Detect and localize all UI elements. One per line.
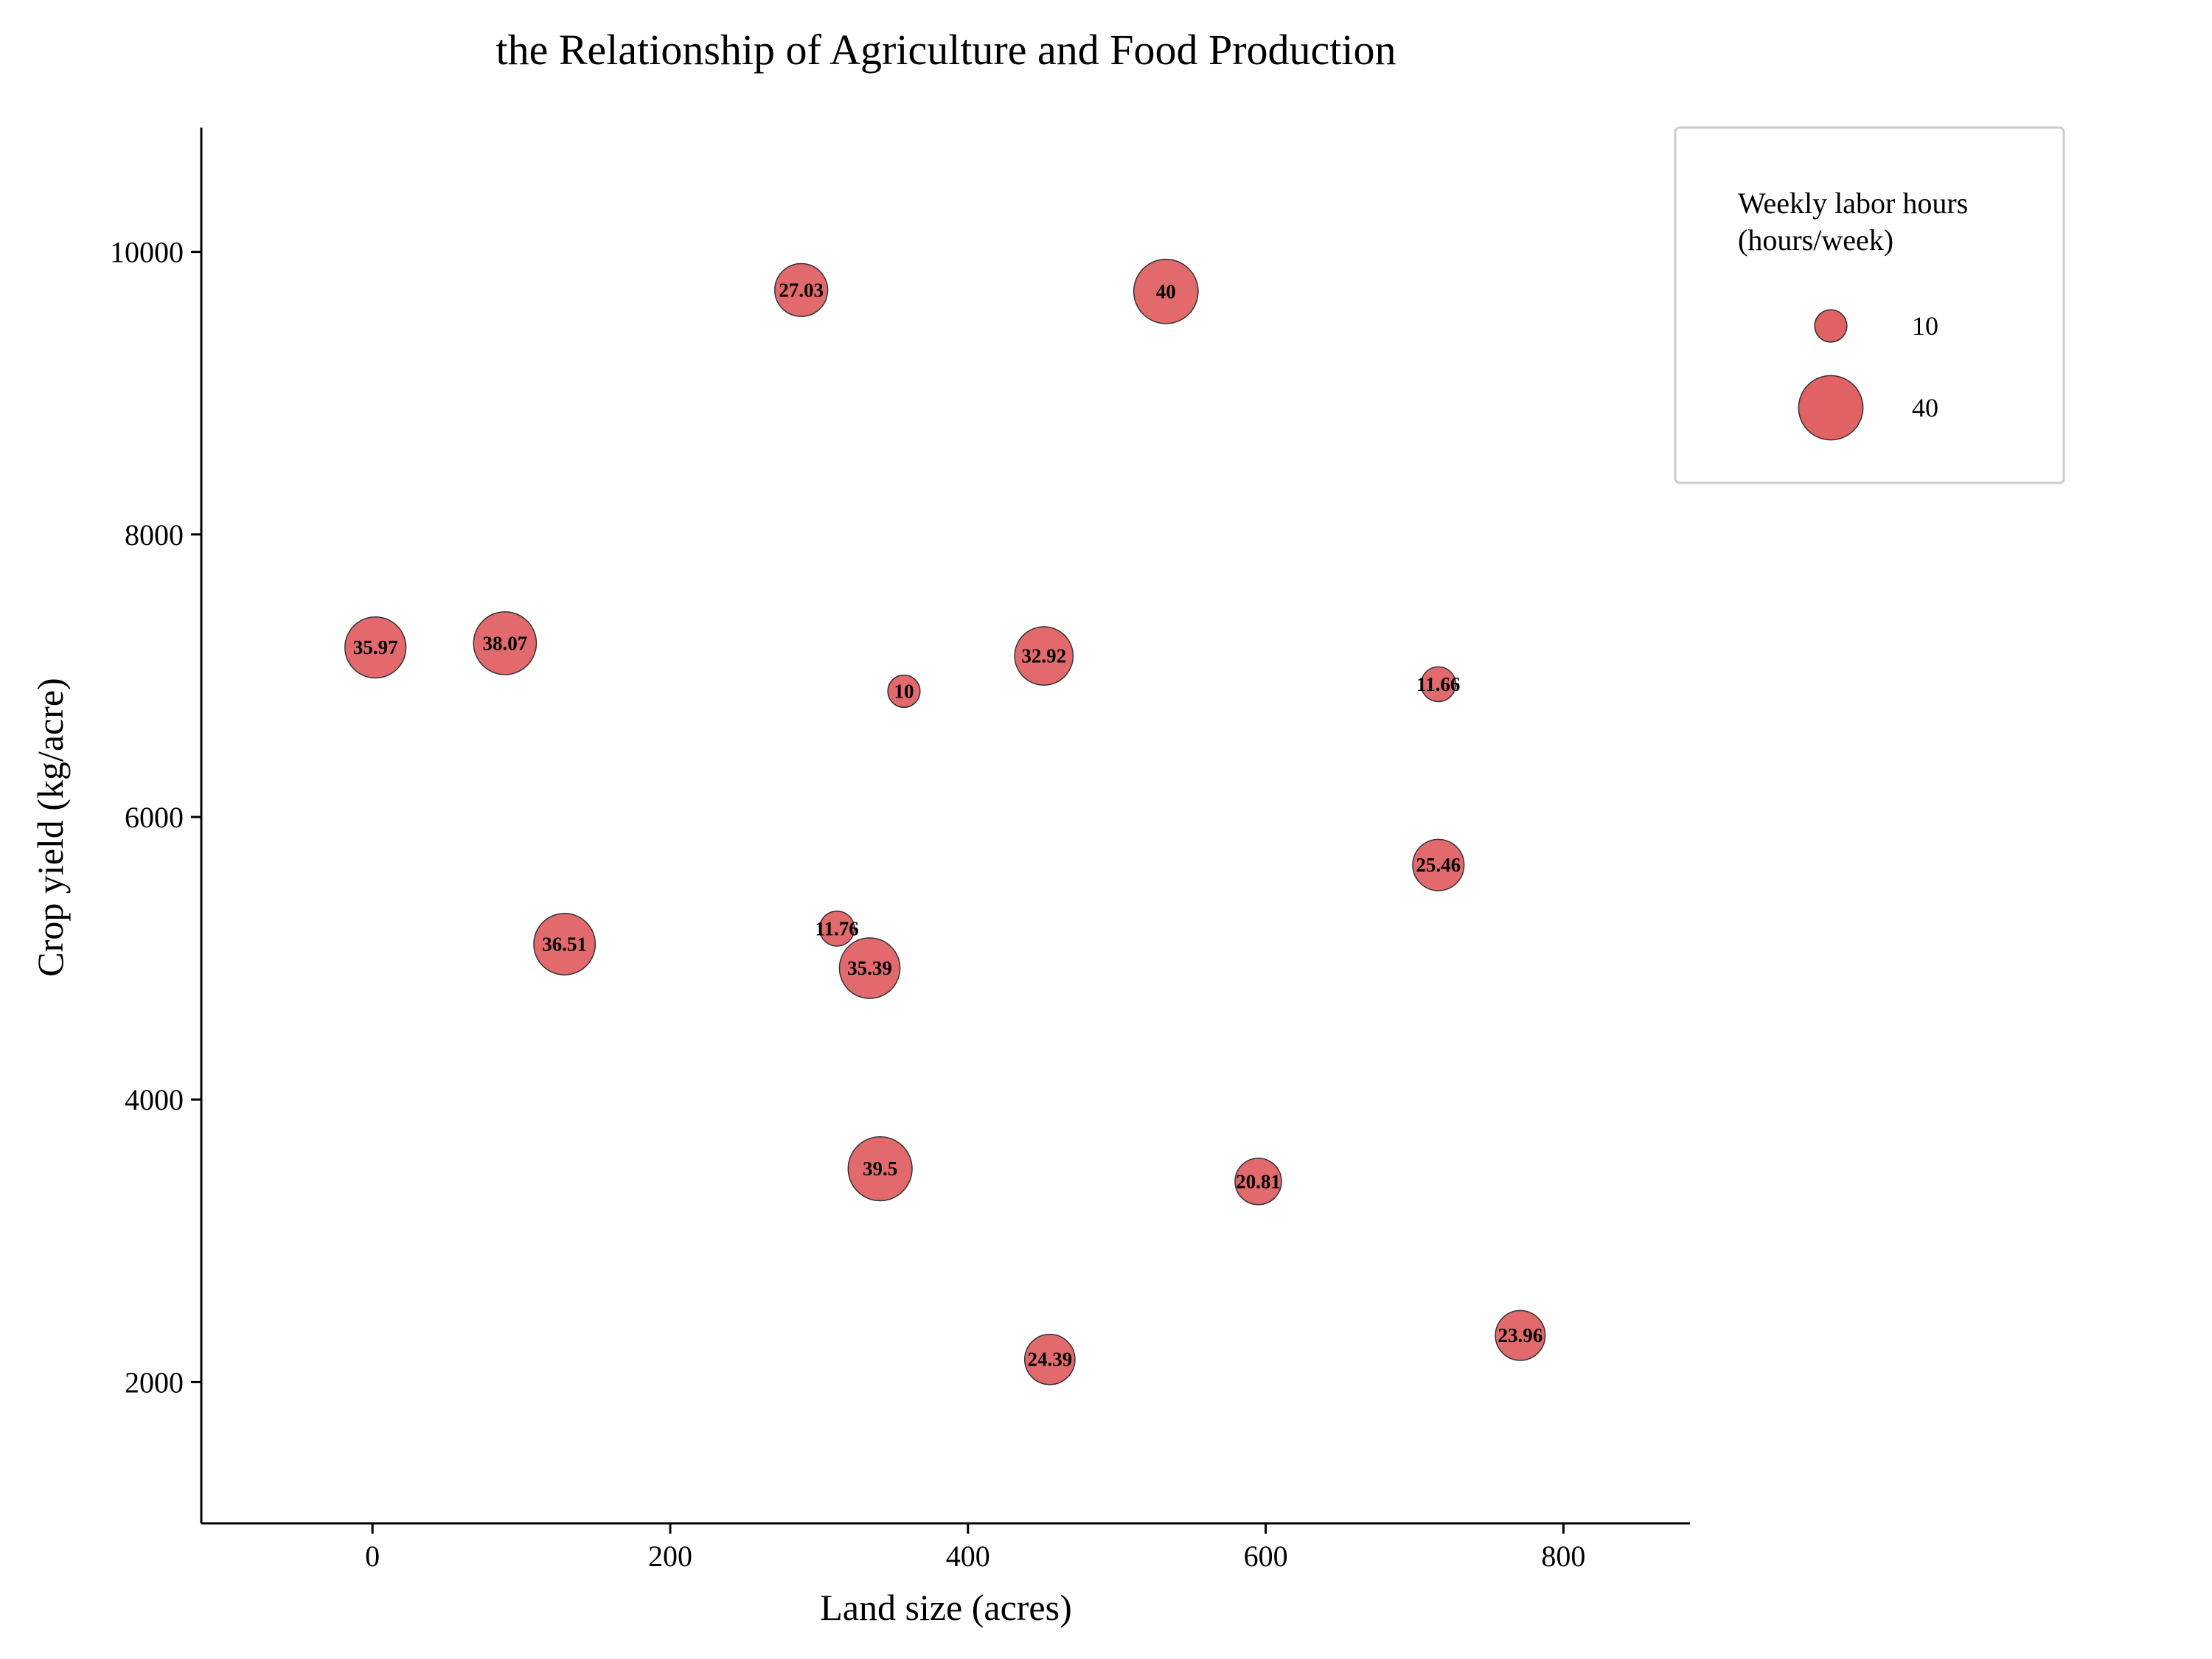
legend-title-line-1: Weekly labor hours [1738,187,1968,220]
bubble-value-label: 35.97 [353,636,398,658]
legend-bubble [1814,309,1848,343]
bubble-value-label: 39.5 [863,1158,897,1180]
bubble-value-label: 11.76 [815,917,858,939]
bubble-value-label: 36.51 [542,933,587,955]
data-bubble [887,674,921,709]
legend-box [1674,126,2065,484]
data-bubble [774,262,829,317]
legend-entry-label: 40 [1912,393,1938,422]
legend-title-line-2: (hours/week) [1738,223,1893,257]
bubble-value-label: 35.39 [847,957,892,979]
legend-entry-label: 10 [1912,311,1938,341]
data-bubble [344,616,407,679]
data-bubble [473,611,538,675]
x-tick-label: 200 [648,1540,692,1573]
data-bubble [847,1135,913,1202]
y-tick-label: 8000 [125,518,184,552]
x-tick-label: 800 [1541,1540,1585,1573]
x-tick-label: 400 [946,1540,990,1573]
legend-entries: 10 40 [1798,309,1938,441]
data-bubble [533,913,597,975]
bubble-value-label: 20.81 [1236,1170,1281,1192]
y-ticks: 2000 4000 6000 8000 10000 [110,236,201,1399]
legend: Weekly labor hours (hours/week) 10 40 [1674,126,2065,484]
plot-area: 27.03 40 35.97 38.07 10 32.92 11.66 25.46 36.51 1… [344,258,1546,1385]
data-bubble [1495,1310,1546,1361]
y-tick-label: 4000 [125,1083,184,1116]
bubble-value-label: 38.07 [483,632,528,654]
data-bubble [1024,1333,1076,1385]
bubble-value-label: 25.46 [1416,854,1461,876]
data-bubble [1420,666,1457,703]
data-bubble [1014,626,1074,686]
data-bubble [1412,838,1465,891]
bubble-value-label: 32.92 [1021,645,1066,667]
data-bubble [838,937,901,999]
x-tick-label: 0 [365,1540,380,1573]
data-bubble [1133,258,1199,324]
data-bubble [1234,1158,1282,1206]
bubble-value-label: 40 [1156,280,1176,302]
bubble-series [344,258,1546,1385]
bubble-value-label: 24.39 [1027,1349,1072,1371]
bubble-value-label: 11.66 [1416,673,1460,695]
axes: 0 200 400 600 800 2000 4000 6000 8000 10000 [110,128,1690,1573]
bubble-value-label: 23.96 [1498,1324,1543,1346]
bubble-value-label: 27.03 [779,279,824,301]
y-tick-label: 6000 [125,801,184,834]
y-tick-label: 10000 [110,236,184,269]
y-axis-label: Crop yield (kg/acre) [29,678,71,976]
x-axis-label: Land size (acres) [820,1587,1071,1628]
y-tick-label: 2000 [125,1366,184,1399]
x-ticks: 0 200 400 600 800 [365,1523,1585,1573]
data-bubble [818,910,855,947]
chart-title: the Relationship of Agriculture and Food… [495,26,1396,74]
bubble-labels: 27.03 40 35.97 38.07 10 32.92 11.66 25.46 36.51 1… [353,279,1543,1370]
legend-bubble [1798,375,1864,441]
bubble-value-label: 10 [894,680,914,702]
x-tick-label: 600 [1244,1540,1288,1573]
